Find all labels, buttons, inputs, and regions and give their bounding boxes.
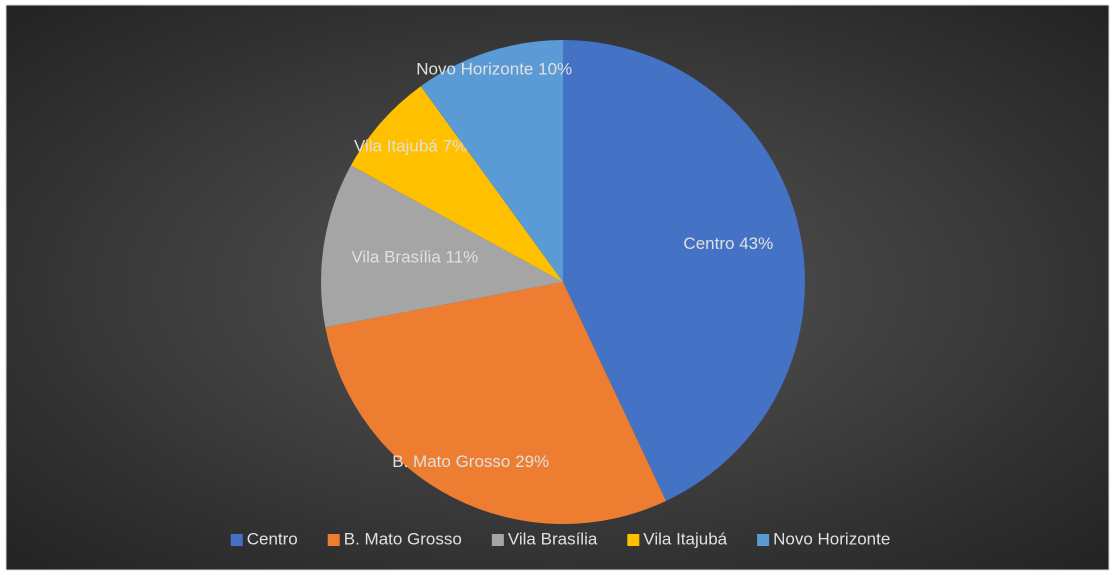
legend-label: Vila Brasília: [508, 529, 598, 548]
legend-label: Centro: [247, 529, 298, 548]
data-label-value: 10%: [538, 60, 572, 79]
pie-slice: [420, 40, 563, 282]
data-label-value: 43%: [739, 235, 773, 254]
data-label-category: B. Mato Grosso: [392, 453, 510, 472]
data-label: Vila Brasília 11%: [351, 248, 478, 267]
data-label-value: 11%: [446, 248, 479, 267]
legend: Centro B. Mato Grosso Vila Brasília Vila It…: [230, 529, 890, 548]
legend-swatch: [757, 534, 770, 546]
legend-swatch: [491, 534, 504, 546]
data-label-value: 7%: [443, 137, 468, 156]
legend-label: Novo Horizonte: [773, 529, 890, 548]
pie-slice: [325, 282, 667, 524]
pie-slice: [321, 165, 563, 328]
data-label: Centro 43%: [683, 235, 773, 254]
pie-slice: [563, 40, 805, 501]
data-label: Vila Itajubá 7%: [354, 137, 467, 156]
legend-swatch: [327, 534, 340, 546]
data-label-value: 29%: [515, 453, 549, 472]
legend-label: B. Mato Grosso: [344, 529, 462, 548]
pie-slice: [350, 86, 563, 282]
data-label: Novo Horizonte 10%: [416, 60, 572, 79]
data-label-category: Novo Horizonte: [416, 60, 533, 79]
legend-swatch: [627, 534, 640, 546]
data-label-category: Vila Brasília: [351, 248, 441, 267]
legend-swatch: [230, 534, 243, 546]
data-label-category: Centro: [683, 235, 734, 254]
data-label-category: Vila Itajubá: [354, 137, 438, 156]
legend-label: Vila Itajubá: [643, 529, 727, 548]
data-label: B. Mato Grosso 29%: [392, 453, 549, 472]
